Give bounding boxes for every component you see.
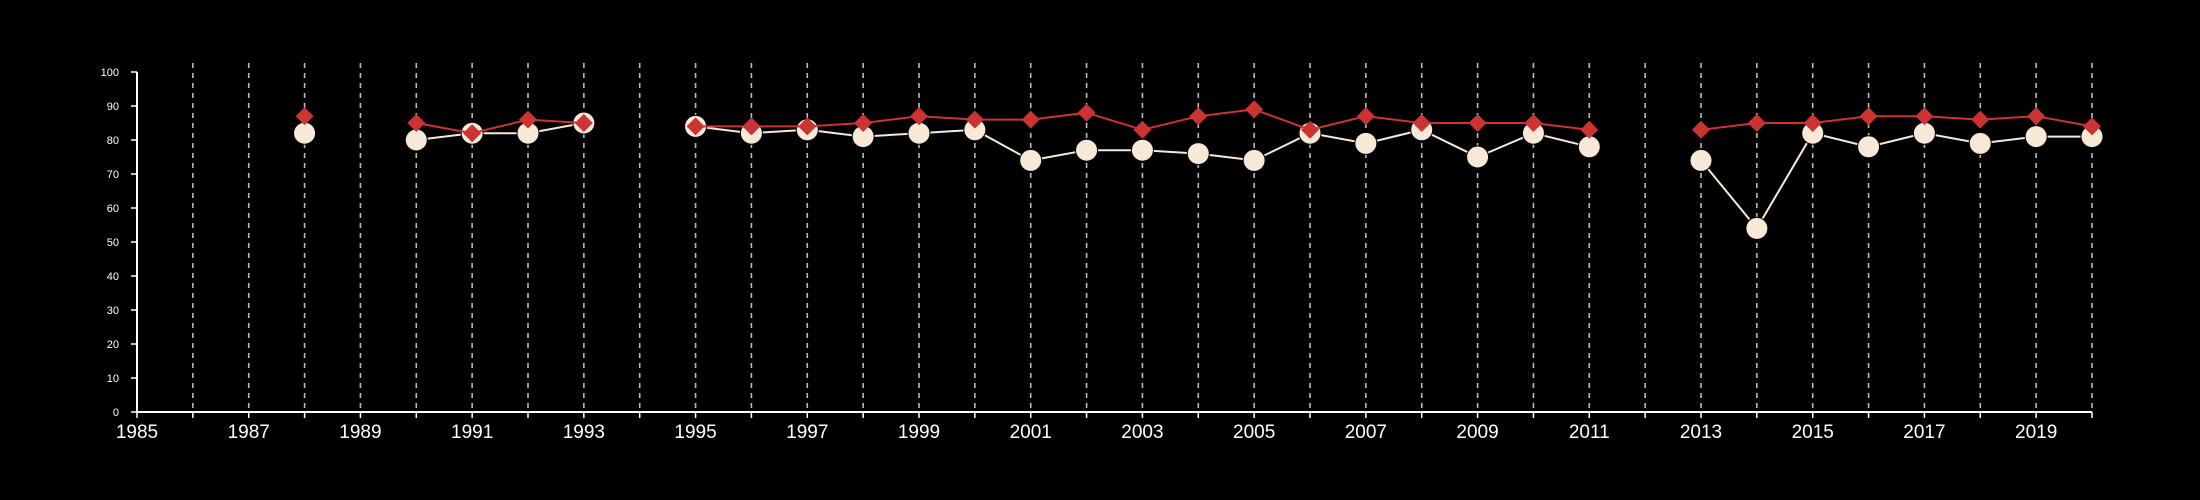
x-tick-label: 2003	[1121, 422, 1163, 443]
data-point-diamond	[519, 110, 537, 129]
grid-lines	[192, 63, 2093, 412]
data-point-diamond	[742, 117, 761, 136]
data-point-circle	[1075, 138, 1099, 162]
x-tick-label: 2005	[1233, 422, 1275, 443]
data-point-diamond	[1021, 110, 1040, 129]
x-tick-label: 1985	[116, 422, 158, 443]
x-tick-label: 1987	[228, 422, 270, 443]
x-tick-label: 1993	[563, 422, 605, 443]
data-point-circle	[1019, 148, 1043, 172]
data-point-diamond	[1356, 107, 1375, 126]
data-point-diamond	[1971, 110, 1990, 129]
data-point-diamond	[1245, 100, 1264, 119]
data-point-circle	[293, 121, 317, 145]
y-tick-label: 100	[101, 67, 119, 79]
data-point-circle	[1577, 135, 1601, 159]
data-point-diamond	[1915, 107, 1934, 126]
data-point-circle	[1186, 142, 1210, 166]
data-point-diamond	[798, 117, 817, 136]
data-point-circle	[1857, 135, 1881, 159]
data-point-diamond	[2083, 117, 2101, 136]
y-tick-label: 40	[107, 271, 119, 283]
data-point-circle	[907, 121, 931, 145]
series	[293, 100, 2104, 240]
data-point-diamond	[1189, 107, 1208, 126]
data-point-circle	[1130, 138, 1154, 162]
data-point-diamond	[1412, 114, 1431, 132]
data-point-diamond	[1580, 120, 1599, 139]
data-point-circle	[1745, 216, 1769, 240]
x-tick-label: 2007	[1345, 422, 1387, 443]
data-point-diamond	[1803, 114, 1822, 132]
y-tick-label: 0	[113, 407, 119, 419]
y-tick-label: 30	[107, 305, 119, 317]
data-point-diamond	[1524, 114, 1543, 132]
data-point-circle	[2024, 125, 2048, 149]
data-point-circle	[1466, 145, 1490, 169]
x-tick-label: 1989	[339, 422, 381, 443]
y-tick-label: 60	[107, 203, 119, 215]
data-point-diamond	[574, 114, 593, 132]
data-point-diamond	[1133, 120, 1152, 139]
data-point-circle	[1354, 131, 1378, 155]
x-tick-label: 2017	[1903, 422, 1945, 443]
data-point-circle	[1968, 131, 1992, 155]
x-tick-label: 2001	[1010, 422, 1052, 443]
x-tick-label: 2019	[2015, 422, 2057, 443]
y-tick-label: 10	[107, 373, 119, 385]
x-tick-label: 2011	[1569, 422, 1610, 443]
x-tick-label: 2015	[1792, 422, 1834, 443]
data-point-diamond	[1859, 107, 1878, 126]
y-tick-label: 20	[107, 339, 119, 351]
y-tick-label: 50	[107, 237, 119, 249]
data-point-circle	[1242, 148, 1266, 172]
axes: 0 10 20 30 40 50 60 70 80 90 100 1985 1987 1989 1991 19…	[101, 67, 2093, 443]
data-point-circle	[404, 128, 428, 152]
series-line	[416, 118, 584, 135]
data-point-diamond	[1692, 120, 1710, 139]
x-tick-label: 1999	[898, 422, 940, 443]
data-point-diamond	[910, 107, 928, 126]
data-point-diamond	[1077, 103, 1096, 122]
x-tick-label: 1995	[674, 422, 716, 443]
data-point-circle	[1912, 121, 1936, 145]
data-point-diamond	[407, 114, 426, 132]
y-tick-label: 70	[107, 169, 119, 181]
data-point-diamond	[965, 110, 984, 129]
series-line	[1700, 115, 2093, 131]
data-point-diamond	[1301, 120, 1319, 139]
x-tick-label: 2009	[1456, 422, 1498, 443]
data-point-diamond	[2027, 107, 2046, 126]
data-point-diamond	[463, 124, 482, 143]
data-point-diamond	[1747, 114, 1766, 132]
y-tick-label: 90	[107, 101, 119, 113]
x-tick-label: 1991	[451, 422, 493, 443]
x-tick-label: 2013	[1680, 422, 1722, 443]
y-tick-label: 80	[107, 135, 119, 147]
series-line	[416, 122, 585, 141]
data-point-diamond	[1468, 114, 1487, 132]
data-point-circle	[1689, 148, 1713, 172]
data-point-diamond	[686, 117, 705, 136]
data-point-diamond	[854, 114, 873, 132]
data-point-diamond	[295, 107, 314, 126]
x-tick-label: 1997	[786, 422, 828, 443]
